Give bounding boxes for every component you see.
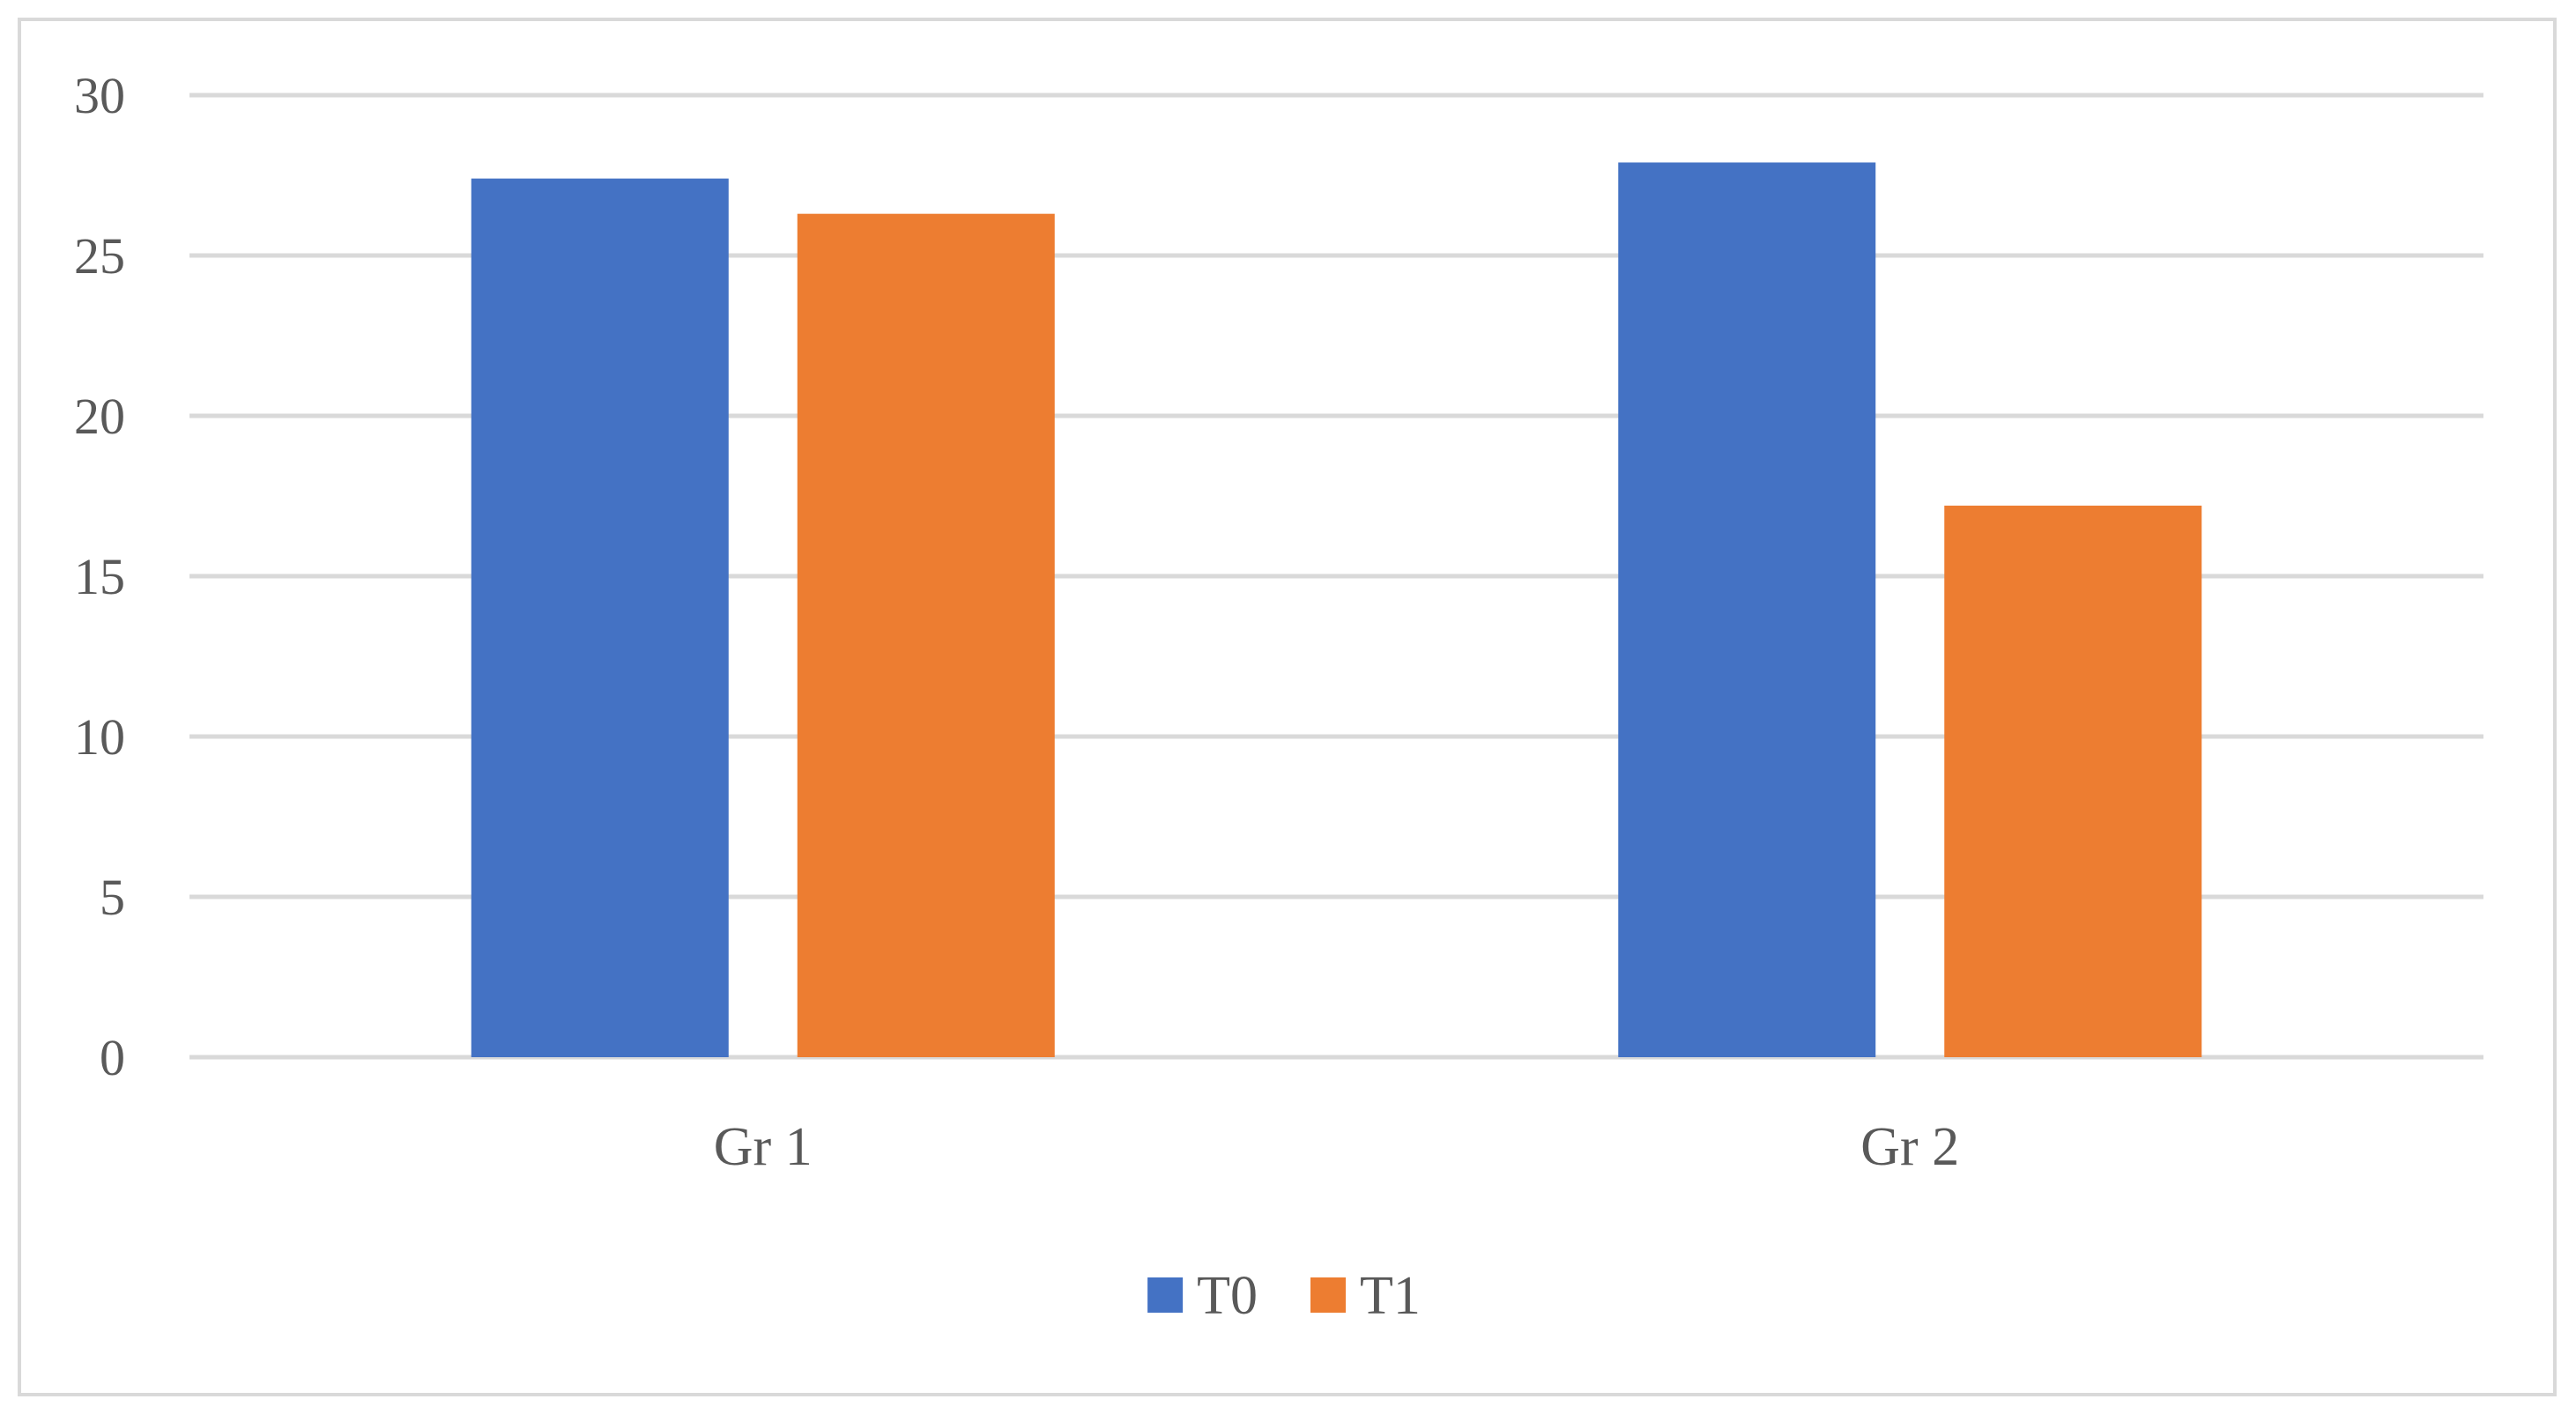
bar-t0-gr-2 [1618,162,1876,1057]
y-tick-label: 20 [74,388,125,445]
y-tick-label: 5 [100,869,125,926]
y-tick-label: 15 [74,548,125,605]
legend-swatch-t1 [1310,1277,1346,1313]
legend: T0 T1 [1147,1266,1421,1326]
bar-t1-gr-1 [797,213,1055,1057]
legend-swatch-t0 [1147,1277,1184,1313]
x-axis-category-labels: Gr 1 Gr 2 [714,1117,1959,1177]
y-tick-label: 25 [74,227,125,285]
y-tick-label: 0 [100,1029,125,1086]
bars [471,162,2202,1057]
bar-t1-gr-2 [1944,505,2202,1057]
legend-label-t1: T1 [1360,1266,1421,1326]
x-category-label: Gr 1 [714,1117,813,1177]
legend-label-t0: T0 [1197,1266,1258,1326]
x-category-label: Gr 2 [1860,1117,1959,1177]
bar-t0-gr-1 [471,178,729,1057]
y-tick-label: 30 [74,67,125,124]
y-axis-tick-labels: 0 5 10 15 20 25 30 [74,67,125,1086]
y-tick-label: 10 [74,708,125,766]
